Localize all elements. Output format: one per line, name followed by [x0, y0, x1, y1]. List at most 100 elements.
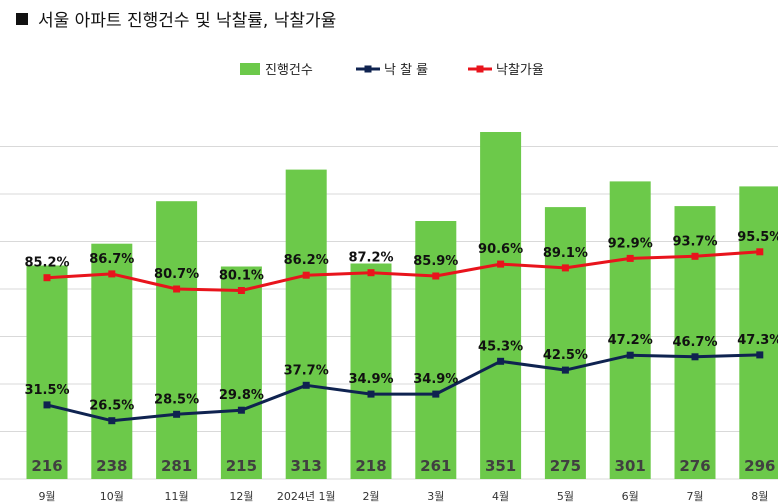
- winning-rate-point: [756, 351, 764, 359]
- price-rate-point: [497, 260, 505, 268]
- price-rate-value-label: 92.9%: [608, 236, 653, 251]
- x-tick-label: 2024년 1월: [277, 490, 336, 503]
- price-rate-point: [173, 285, 181, 293]
- bar-8: [480, 132, 522, 479]
- winning-rate-line: [46, 353, 760, 423]
- winning-rate-point: [367, 390, 375, 398]
- bar-12: [739, 186, 778, 479]
- winning-rate-value-label: 46.7%: [672, 335, 717, 350]
- x-tick-label: 3월: [427, 490, 444, 503]
- price-rate-value-label: 87.2%: [348, 251, 393, 266]
- winning-rate-point: [173, 410, 181, 418]
- bar-value-label: 351: [485, 457, 516, 475]
- price-rate-value-label: 89.1%: [543, 246, 588, 261]
- bar-2: [91, 243, 133, 479]
- winning-rate-point: [302, 381, 310, 389]
- bar-value-label: 261: [420, 457, 451, 475]
- price-rate-point: [108, 270, 116, 278]
- price-rate-value-label: 85.9%: [413, 254, 458, 269]
- winning-rate-value-label: 28.5%: [154, 392, 199, 407]
- winning-rate-value-label: 26.5%: [89, 399, 134, 414]
- winning-rate-point: [626, 351, 634, 359]
- bar-4: [220, 266, 262, 479]
- winning-rate-value-label: 47.3%: [737, 333, 778, 348]
- bar-value-label: 238: [96, 457, 127, 475]
- price-rate-value-label: 90.6%: [478, 242, 523, 257]
- bar-5: [285, 169, 327, 479]
- price-rate-value-label: 80.1%: [219, 269, 264, 284]
- legend-label-rate: 낙 찰 률: [384, 63, 428, 78]
- data-labels: 216 238 281 215 313 218 261 351 275 301 276 296 85.2…: [24, 230, 778, 475]
- price-rate-point: [302, 271, 310, 279]
- winning-rate-value-label: 34.9%: [413, 372, 458, 387]
- x-tick-label: 2월: [362, 490, 379, 503]
- price-rate-point: [43, 274, 51, 282]
- legend-label-price: 낙찰가율: [496, 63, 544, 78]
- price-rate-point: [756, 248, 764, 256]
- winning-rate-point: [43, 401, 51, 409]
- winning-rate-value-label: 42.5%: [543, 348, 588, 363]
- legend-marker-price: [476, 65, 484, 73]
- legend-swatch-bar: [240, 63, 260, 75]
- winning-rate-point: [497, 357, 505, 365]
- x-tick-label: 9월: [38, 490, 55, 503]
- bar-value-label: 215: [226, 457, 257, 475]
- bar-value-label: 301: [615, 457, 646, 475]
- price-rate-value-label: 85.2%: [24, 256, 69, 271]
- price-rate-point: [432, 272, 440, 280]
- winning-rate-value-label: 45.3%: [478, 339, 523, 354]
- price-rate-value-label: 86.7%: [89, 252, 134, 267]
- price-rate-value-label: 95.5%: [737, 230, 778, 245]
- price-rate-value-label: 86.2%: [284, 253, 329, 268]
- price-rate-point: [561, 264, 569, 272]
- bar-value-label: 296: [744, 457, 775, 475]
- winning-rate-value-label: 29.8%: [219, 388, 264, 403]
- bar-value-label: 216: [31, 457, 62, 475]
- bar-series: [26, 132, 778, 479]
- bar-3: [156, 201, 198, 479]
- chart-title: 서울 아파트 진행건수 및 낙찰률, 낙찰가율: [16, 6, 336, 31]
- x-tick-label: 6월: [622, 490, 639, 503]
- winning-rate-point: [561, 366, 569, 374]
- bar-value-label: 313: [291, 457, 322, 475]
- x-tick-label: 8월: [751, 490, 768, 503]
- x-tick-label: 10월: [100, 490, 124, 503]
- square-bullet-icon: [16, 13, 28, 25]
- winning-rate-point: [237, 406, 245, 414]
- x-tick-label: 7월: [686, 490, 703, 503]
- bar-10: [609, 181, 651, 479]
- winning-rate-point: [108, 417, 116, 425]
- winning-rate-value-label: 47.2%: [608, 333, 653, 348]
- winning-rate-point: [691, 353, 699, 361]
- price-rate-point: [626, 254, 634, 262]
- bar-7: [415, 221, 457, 479]
- price-rate-value-label: 93.7%: [672, 234, 717, 249]
- bar-value-label: 276: [679, 457, 710, 475]
- winning-rate-point: [432, 390, 440, 398]
- bar-9: [544, 207, 586, 479]
- price-rate-point: [691, 252, 699, 260]
- winning-rate-value-label: 31.5%: [24, 383, 69, 398]
- bar-value-label: 218: [355, 457, 386, 475]
- price-rate-point: [237, 287, 245, 294]
- x-tick-label: 5월: [557, 490, 574, 503]
- line-series: [43, 248, 764, 425]
- chart-title-text: 서울 아파트 진행건수 및 낙찰률, 낙찰가율: [38, 11, 337, 31]
- x-axis: 9월 10월 11월 12월 2024년 1월 2월 3월 4월 5월 6월 7월 8월: [38, 490, 768, 503]
- winning-rate-value-label: 37.7%: [284, 363, 329, 378]
- legend: 진행건수 낙 찰 률 낙찰가율: [240, 62, 544, 78]
- price-rate-point: [367, 269, 375, 277]
- price-rate-line: [46, 250, 760, 292]
- x-tick-label: 12월: [229, 490, 253, 503]
- bar-6: [350, 263, 392, 479]
- legend-label-bar: 진행건수: [265, 62, 313, 78]
- bar-11: [674, 206, 716, 479]
- bar-1: [26, 265, 68, 479]
- x-tick-label: 11월: [165, 490, 189, 503]
- x-tick-label: 4월: [492, 490, 509, 503]
- price-rate-value-label: 80.7%: [154, 267, 199, 282]
- bar-value-label: 275: [550, 457, 581, 475]
- legend-marker-rate: [364, 65, 372, 73]
- bar-value-label: 281: [161, 457, 192, 475]
